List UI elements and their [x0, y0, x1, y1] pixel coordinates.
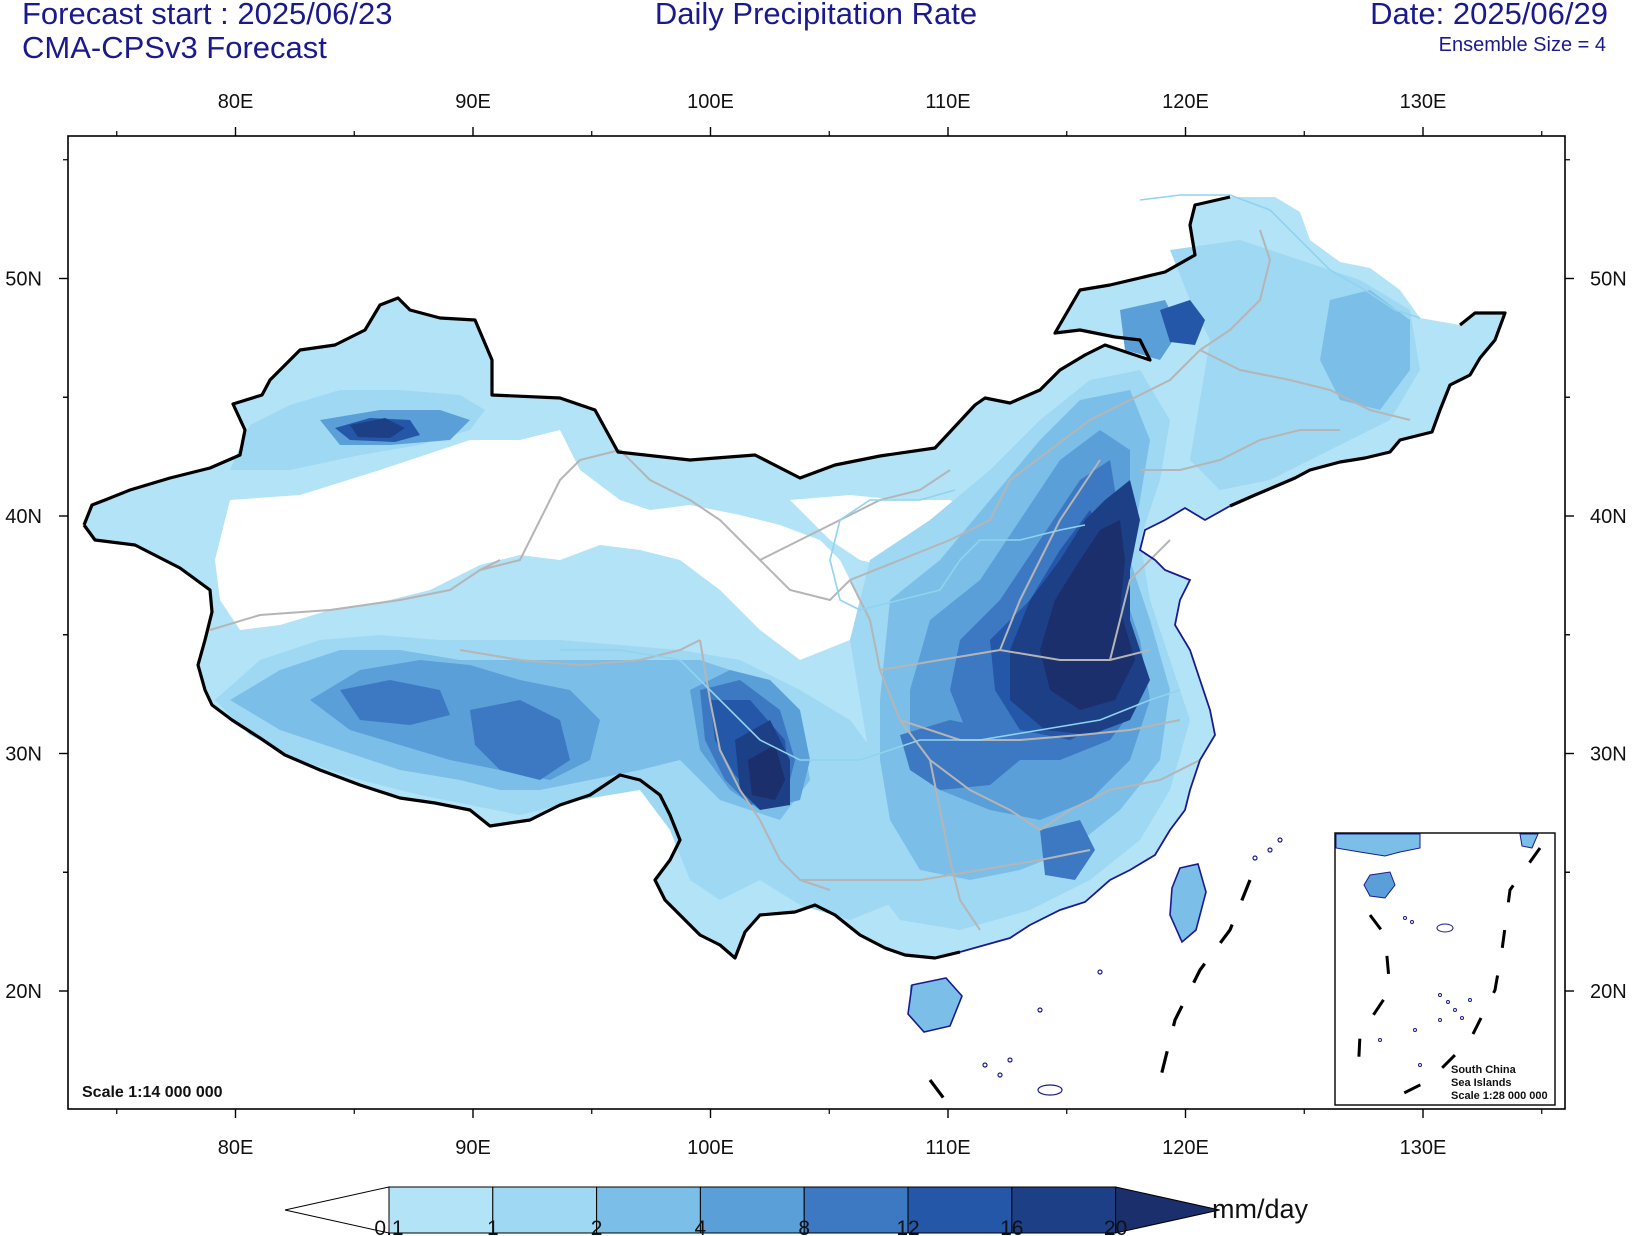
lon-label-bottom: 80E	[218, 1137, 254, 1159]
precip-level7-north-china	[1040, 520, 1135, 710]
colorbar-level-label: 12	[896, 1217, 919, 1236]
colorbar-level-label: 4	[695, 1217, 707, 1236]
colorbar-level-label: 2	[591, 1217, 603, 1236]
lon-label-top: 120E	[1162, 91, 1209, 113]
province-boundaries	[209, 229, 1411, 931]
inset-label-line2: Sea Islands	[1451, 1077, 1512, 1089]
lat-label-left: 40N	[5, 506, 42, 528]
inset-label-line3: Scale 1:28 000 000	[1451, 1090, 1548, 1102]
precipitation-field	[84, 197, 1505, 1030]
inset-land	[1335, 833, 1421, 857]
lon-label-top: 100E	[687, 91, 734, 113]
colorbar-unit-label: mm/day	[1212, 1194, 1309, 1224]
colorbar-box	[907, 1186, 1013, 1234]
island-dots	[982, 837, 1283, 1096]
lon-label-bottom: 110E	[925, 1137, 970, 1159]
taiwan-outline	[1169, 863, 1207, 944]
colorbar-box	[1011, 1186, 1117, 1234]
precip-level4-tibet-b	[470, 700, 570, 780]
lat-label-right: 30N	[1590, 744, 1627, 766]
inset-hainan	[1363, 871, 1396, 899]
forecast-start-label: Forecast start : 2025/06/23	[22, 0, 393, 31]
colorbar-level-label: 8	[798, 1217, 810, 1236]
map-scale-label: Scale 1:14 000 000	[82, 1084, 223, 1101]
inset-label-line1: South China	[1451, 1064, 1517, 1076]
precip-level5-mongolia-border	[1160, 300, 1205, 345]
figure-title: Daily Precipitation Rate	[654, 0, 978, 31]
lat-label-left: 30N	[5, 744, 42, 766]
colorbar-under-triangle	[284, 1186, 390, 1234]
lat-label-left: 50N	[5, 269, 42, 291]
precip-level2-northeast	[1320, 290, 1410, 410]
map-frame	[67, 135, 1566, 1110]
inset-land-east	[1519, 833, 1539, 849]
lon-label-top: 80E	[218, 91, 254, 113]
precip-level4-tibet-a	[340, 680, 450, 725]
colorbar-level-label: 1	[487, 1217, 499, 1236]
no-rain-area-west	[215, 430, 860, 660]
hainan-outline	[907, 977, 963, 1033]
colorbar-box	[803, 1186, 909, 1234]
precip-level7-sichuan	[748, 745, 785, 800]
maritime-boundary	[928, 879, 1252, 1101]
model-label: CMA-CPSv3 Forecast	[22, 30, 327, 65]
national-border	[82, 195, 1231, 526]
colorbar-box	[492, 1186, 598, 1234]
lat-label-right: 20N	[1590, 981, 1627, 1003]
lon-label-bottom: 100E	[687, 1137, 734, 1159]
lat-label-right: 50N	[1590, 269, 1627, 291]
colorbar-box	[388, 1186, 494, 1234]
lon-label-bottom: 120E	[1162, 1137, 1209, 1159]
south-china-sea-inset: South China Sea Islands Scale 1:28 000 0…	[1334, 832, 1556, 1106]
coastline	[959, 505, 1231, 953]
precip-level4-hubei	[900, 720, 1020, 790]
colorbar-level-label: 0.1	[374, 1217, 403, 1236]
inset-boundary	[1356, 847, 1542, 1097]
colorbar-box	[699, 1186, 805, 1234]
lon-label-top: 90E	[455, 91, 491, 113]
lon-label-bottom: 130E	[1400, 1137, 1447, 1159]
colorbar-box	[596, 1186, 701, 1234]
colorbar: 0.1 1 2 4 8 12 16 20	[284, 1186, 1220, 1236]
valid-date-label: Date: 2025/06/29	[1370, 0, 1608, 31]
latitude-axis: 20N 20N 30N 30N 40N 40N 50N 50N	[5, 159, 1627, 1003]
colorbar-level-label: 20	[1104, 1217, 1127, 1236]
lat-label-right: 40N	[1590, 506, 1627, 528]
lat-label-left: 20N	[5, 981, 42, 1003]
rivers	[560, 194, 1421, 761]
lon-label-top: 130E	[1400, 91, 1447, 113]
national-border-south	[82, 524, 961, 960]
national-border-northeast	[1229, 311, 1507, 508]
lon-label-top: 110E	[925, 91, 970, 113]
longitude-axis: 80E 80E 90E 90E 100E 100E 110E 110E 120E 120E 130E…	[116, 91, 1543, 1159]
inset-islands	[1378, 916, 1472, 1067]
precip-level6-xinjiang	[350, 418, 405, 438]
colorbar-over-triangle	[1115, 1186, 1220, 1234]
lon-label-bottom: 90E	[455, 1137, 491, 1159]
colorbar-level-label: 16	[1000, 1217, 1023, 1236]
ensemble-size-label: Ensemble Size = 4	[1438, 34, 1606, 56]
precip-level4-south	[1040, 820, 1095, 880]
